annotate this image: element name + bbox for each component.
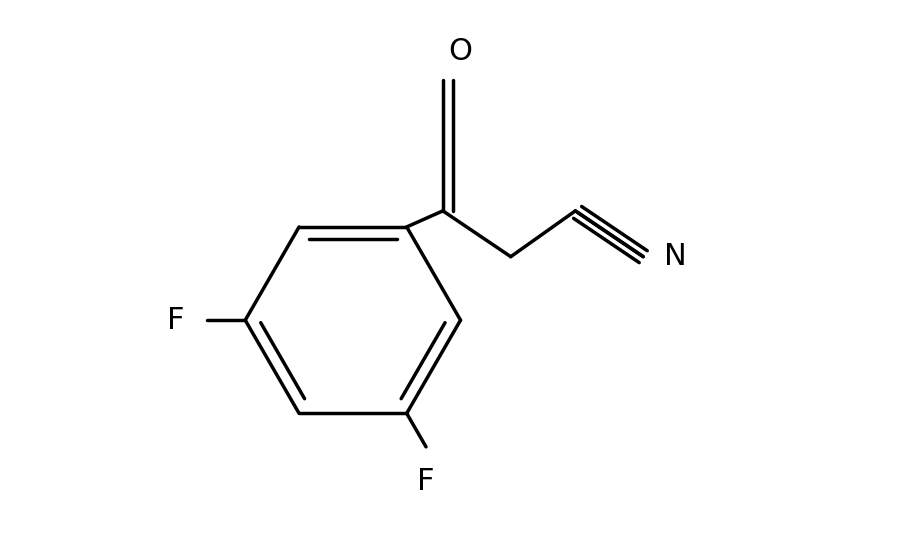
Text: F: F	[418, 466, 435, 496]
Text: O: O	[449, 37, 472, 66]
Text: N: N	[664, 242, 687, 271]
Text: F: F	[167, 306, 185, 335]
